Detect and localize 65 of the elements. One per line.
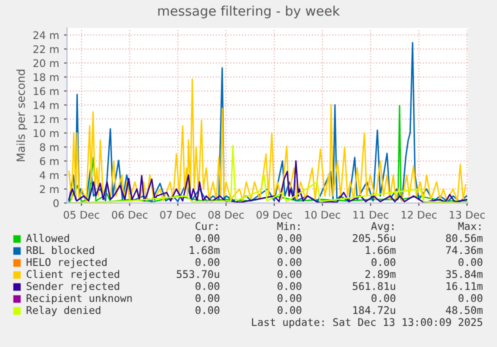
- text: 0.00: [372, 258, 396, 266]
- x-tick-label: 08 Dec: [208, 210, 244, 219]
- text: Min:: [277, 222, 300, 230]
- y-tick-label: 2 m: [40, 185, 58, 193]
- y-tick-label: 4 m: [40, 171, 58, 179]
- legend-label: Allowed: [26, 234, 69, 242]
- y-tick-label: 14 m: [34, 101, 58, 109]
- y-tick-label: 12 m: [34, 115, 58, 123]
- y-tick-label: 0: [53, 199, 59, 208]
- y-tick-label: 6 m: [40, 157, 58, 166]
- x-tick-label: 10 Dec: [305, 210, 340, 219]
- text: 0.00: [458, 294, 482, 302]
- text: 184.72u: [353, 306, 396, 314]
- text: 205.56u: [352, 234, 396, 242]
- legend-label: RBL blocked: [26, 246, 94, 254]
- text: 2.89m: [365, 270, 396, 278]
- y-tick-label: 8 m: [40, 143, 58, 152]
- y-tick-label: 22 m: [33, 45, 58, 53]
- legend-label: HELO rejected: [26, 258, 107, 268]
- text: 1.66m: [366, 246, 396, 254]
- text: 80.56m: [446, 234, 483, 242]
- y-axis-title: Mails per second: [16, 70, 28, 162]
- y-tick-label: 16 m: [34, 87, 58, 96]
- text: 1.68m: [190, 246, 220, 254]
- text: 0.00: [196, 282, 220, 290]
- y-tick-label: 18 m: [34, 73, 58, 82]
- legend-label: Sender rejected: [26, 282, 120, 292]
- x-tick-label: 09 Dec: [256, 210, 292, 219]
- legend-label: Relay denied: [26, 306, 100, 316]
- text: Cur:: [196, 222, 218, 230]
- x-tick-label: 11 Dec: [353, 210, 388, 219]
- text: 0.00: [278, 258, 302, 266]
- text: 0.00: [278, 282, 302, 290]
- text: 0.00: [196, 306, 220, 314]
- text: 0.00: [278, 270, 302, 278]
- x-tick-label: 06 Dec: [112, 210, 148, 219]
- legend-label: Client rejected: [26, 270, 120, 280]
- line-series: [68, 78, 466, 202]
- text: 0.00: [278, 306, 302, 314]
- text: 0.00: [372, 294, 396, 302]
- text: 553.70u: [176, 270, 220, 278]
- legend-label: Recipient unknown: [26, 294, 132, 304]
- text: 48.50m: [446, 306, 483, 314]
- text: 0.00: [196, 258, 220, 266]
- text: 0.00: [278, 234, 302, 242]
- text: 561.81u: [352, 282, 396, 290]
- y-tick-label: 20 m: [33, 59, 58, 68]
- chart-title: message filtering - by week: [158, 6, 340, 18]
- text: 35.84m: [446, 270, 483, 278]
- x-tick-label: 05 Dec: [64, 210, 100, 219]
- text: 0.00: [278, 246, 302, 254]
- text: 0.00: [196, 234, 220, 242]
- text: 16.11m: [446, 282, 483, 290]
- x-tick-label: 12 Dec: [402, 210, 437, 219]
- text: 74.36m: [446, 246, 483, 254]
- text: Last update: Sat Dec 13 13:00:09 2025: [252, 318, 482, 328]
- x-tick-label: 13 Dec: [450, 210, 485, 219]
- text: 0.00: [196, 294, 220, 302]
- text: Avg:: [371, 222, 394, 232]
- text: 0.00: [458, 258, 482, 266]
- text: Max:: [458, 222, 480, 230]
- y-tick-label: 10 m: [34, 129, 58, 138]
- y-tick-label: 24 m: [33, 31, 58, 39]
- text: 0.00: [278, 294, 302, 302]
- x-tick-label: 07 Dec: [160, 210, 196, 219]
